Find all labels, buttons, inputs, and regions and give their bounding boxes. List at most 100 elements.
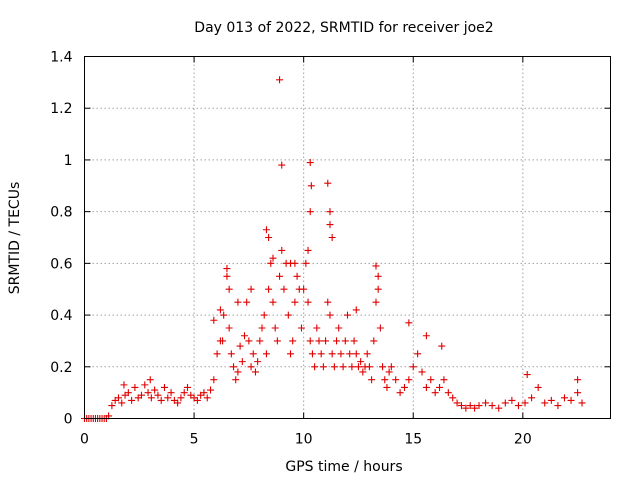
data-point <box>368 376 376 384</box>
data-point <box>370 337 378 345</box>
data-point <box>223 272 231 280</box>
data-point <box>324 179 332 187</box>
y-tick-label: 1.2 <box>50 101 72 117</box>
data-point <box>521 399 529 407</box>
y-tick-label: 1.4 <box>50 50 72 66</box>
data-point <box>453 399 461 407</box>
data-point <box>554 402 562 410</box>
data-point <box>269 298 277 306</box>
data-point <box>379 363 387 371</box>
data-point <box>560 394 568 402</box>
data-point <box>422 332 430 340</box>
data-point <box>418 368 426 376</box>
data-point <box>313 324 321 332</box>
data-point <box>289 337 297 345</box>
data-point <box>330 363 338 371</box>
chart-title: Day 013 of 2022, SRMTID for receiver joe… <box>194 20 493 36</box>
data-point <box>337 350 345 358</box>
data-point <box>164 394 172 402</box>
grid-lines <box>84 56 611 419</box>
data-point <box>508 396 516 404</box>
data-point <box>427 376 435 384</box>
data-point <box>154 391 162 399</box>
data-point <box>359 368 367 376</box>
data-point <box>574 376 582 384</box>
data-point <box>230 363 238 371</box>
data-point <box>383 383 391 391</box>
data-point <box>219 337 227 345</box>
data-point <box>381 376 389 384</box>
data-point <box>304 298 312 306</box>
data-point <box>203 394 211 402</box>
data-point <box>256 337 264 345</box>
data-point <box>278 246 286 254</box>
data-point <box>118 399 126 407</box>
y-axis-label: SRMTID / TECUs <box>7 182 23 295</box>
data-point <box>300 285 308 293</box>
data-point <box>466 402 474 410</box>
data-point <box>385 368 393 376</box>
data-point <box>213 350 221 358</box>
data-point <box>578 399 586 407</box>
data-point <box>249 350 257 358</box>
axis-ticks: 0 0.2 0.4 0.6 0.8 1 1.2 1.4 0 5 10 15 20 <box>50 50 611 448</box>
data-point <box>147 394 155 402</box>
data-point <box>184 383 192 391</box>
data-point <box>177 394 185 402</box>
data-point <box>284 311 292 319</box>
data-point <box>160 383 168 391</box>
data-point <box>260 311 268 319</box>
data-point <box>193 396 201 404</box>
data-point <box>308 350 316 358</box>
data-point <box>280 285 288 293</box>
data-point <box>265 285 273 293</box>
data-point <box>251 368 259 376</box>
data-point <box>238 358 246 366</box>
y-tick-label: 0 <box>64 412 73 428</box>
data-point <box>240 332 248 340</box>
data-point <box>374 272 382 280</box>
data-point <box>528 394 536 402</box>
x-tick-label: 5 <box>190 432 199 448</box>
data-point <box>291 259 299 267</box>
data-point <box>210 376 218 384</box>
data-point <box>315 337 323 345</box>
data-point <box>501 399 509 407</box>
y-tick-label: 0.2 <box>50 360 72 376</box>
data-point <box>346 350 354 358</box>
data-point <box>180 389 188 397</box>
data-point <box>357 358 365 366</box>
data-point <box>440 376 448 384</box>
data-point <box>167 389 175 397</box>
data-point <box>151 386 159 394</box>
data-point <box>414 350 422 358</box>
data-point <box>128 396 136 404</box>
data-point <box>276 272 284 280</box>
y-tick-label: 0.6 <box>50 256 72 272</box>
data-point <box>328 234 336 241</box>
data-point <box>462 404 470 412</box>
data-point <box>262 350 270 358</box>
data-point <box>409 363 417 371</box>
data-point <box>333 337 341 345</box>
data-point <box>306 208 314 216</box>
data-point <box>341 337 349 345</box>
data-point <box>243 298 251 306</box>
data-point <box>131 383 139 391</box>
data-point <box>144 389 152 397</box>
data-point <box>567 396 575 404</box>
data-point <box>405 376 413 384</box>
y-tick-label: 0.8 <box>50 205 72 221</box>
data-point <box>471 404 479 412</box>
data-point <box>352 306 360 314</box>
data-point <box>278 161 286 169</box>
data-point <box>335 324 343 332</box>
data-point <box>317 350 325 358</box>
data-point <box>220 311 228 319</box>
data-point <box>223 265 231 273</box>
data-point <box>262 226 270 234</box>
y-tick-label: 1 <box>64 153 73 169</box>
data-point <box>326 208 334 216</box>
data-point <box>436 383 444 391</box>
data-point <box>108 402 116 410</box>
